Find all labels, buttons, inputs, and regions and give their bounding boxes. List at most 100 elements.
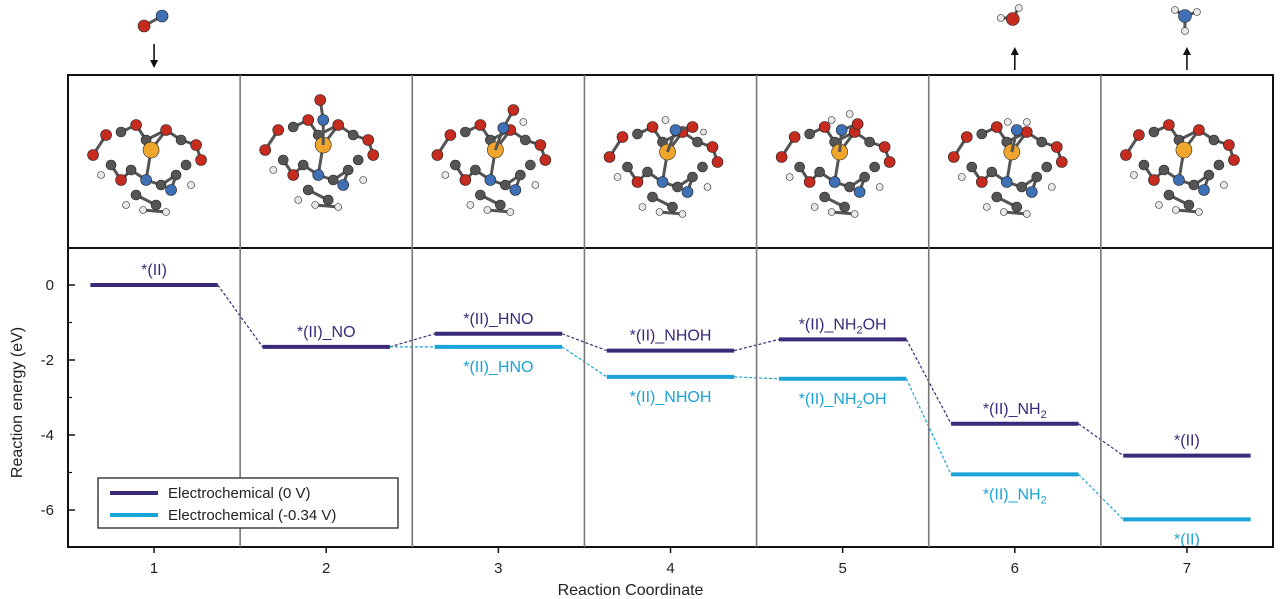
connector xyxy=(217,284,264,348)
bond xyxy=(1003,210,1027,216)
atom xyxy=(642,166,653,178)
x-tick-label: 2 xyxy=(322,560,330,577)
atom xyxy=(259,144,272,156)
atom xyxy=(272,124,285,136)
x-axis-title: Reaction Coordinate xyxy=(558,582,704,599)
atom xyxy=(470,164,481,176)
atom xyxy=(1158,164,1170,176)
atom xyxy=(667,201,678,213)
atom xyxy=(500,179,511,191)
atom xyxy=(647,191,658,203)
bond xyxy=(142,208,167,214)
atom xyxy=(804,128,815,140)
x-tick-label: 1 xyxy=(150,560,158,577)
atom xyxy=(130,119,142,131)
energy-label: *(II)_NO xyxy=(297,324,356,341)
atom xyxy=(100,129,112,141)
series-1: *(II)_HNO *(II)_NHOH *(II)_NH2OH *(II)_NH2 *… xyxy=(389,344,1251,548)
atom xyxy=(1223,139,1235,151)
atom xyxy=(1047,183,1056,191)
atom xyxy=(1193,8,1201,16)
atom xyxy=(160,124,172,136)
atom xyxy=(367,149,380,161)
catalyst-nh2-structure-icon xyxy=(947,118,1068,218)
atom xyxy=(703,183,712,191)
atom xyxy=(864,136,875,148)
atom xyxy=(497,122,510,134)
atom xyxy=(531,181,540,189)
atom xyxy=(706,141,719,153)
atom xyxy=(515,169,526,181)
atom xyxy=(1014,4,1023,12)
y-tick-label: -6 xyxy=(41,502,54,519)
atom xyxy=(474,119,487,131)
atom xyxy=(692,136,703,148)
atom xyxy=(1163,119,1175,131)
atom xyxy=(450,159,461,171)
atom xyxy=(322,194,334,206)
atom xyxy=(775,151,788,163)
series-0: *(II) *(II)_NO *(II)_HNO *(II)_NHOH *(II)_NH… xyxy=(90,262,1251,458)
atom xyxy=(507,104,520,116)
atom xyxy=(484,174,497,186)
atom xyxy=(859,171,870,183)
energy-label: *(II)_NH2OH xyxy=(799,391,887,411)
atom xyxy=(788,131,801,143)
atom xyxy=(125,164,137,176)
atom xyxy=(845,110,854,118)
y-axis-title: Reaction energy (eV) xyxy=(9,327,26,478)
atom xyxy=(277,154,289,166)
atom xyxy=(87,149,99,161)
atom xyxy=(130,189,142,201)
x-tick-label: 7 xyxy=(1183,560,1191,577)
structure-panel xyxy=(87,94,1240,218)
atom xyxy=(982,203,991,211)
energy-label: *(II)_NH2OH xyxy=(799,316,887,336)
atom xyxy=(638,203,647,211)
atom xyxy=(1138,159,1150,171)
legend-label: Electrochemical (-0.34 V) xyxy=(168,507,336,524)
atom xyxy=(475,189,486,201)
energy-label: *(II) xyxy=(1174,531,1200,548)
atom xyxy=(1172,206,1180,214)
atom xyxy=(150,199,162,211)
atom xyxy=(669,124,682,136)
arrow-up-icon xyxy=(1182,47,1191,70)
atom xyxy=(294,196,303,204)
atom xyxy=(827,116,836,124)
atom xyxy=(1171,6,1179,14)
connector xyxy=(734,338,780,352)
atom xyxy=(332,119,345,131)
atom xyxy=(534,139,547,151)
atom xyxy=(1175,141,1193,159)
atom xyxy=(1041,161,1053,173)
atom xyxy=(1148,126,1160,138)
atom xyxy=(444,129,457,141)
atom xyxy=(1181,27,1189,35)
arrow-down-icon xyxy=(150,44,159,68)
atom xyxy=(139,206,147,214)
atom xyxy=(122,201,130,209)
top-molecules xyxy=(137,4,1201,70)
atom xyxy=(115,126,127,138)
atom xyxy=(459,174,472,186)
atom xyxy=(785,173,794,181)
atom xyxy=(975,176,988,188)
atom xyxy=(347,129,359,141)
atom xyxy=(687,171,698,183)
legend: Electrochemical (0 V) Electrochemical (-0… xyxy=(97,477,399,529)
atom xyxy=(827,208,836,216)
atom xyxy=(539,154,552,166)
atom xyxy=(850,210,859,218)
atom xyxy=(302,184,314,196)
atom xyxy=(990,121,1003,133)
atom xyxy=(828,176,841,188)
atom xyxy=(269,166,278,174)
atom xyxy=(844,181,855,193)
energy-label: *(II)_NH2 xyxy=(983,486,1047,506)
atom xyxy=(1195,208,1203,216)
energy-label: *(II) xyxy=(141,262,167,279)
atom xyxy=(302,114,315,126)
atom xyxy=(686,121,699,133)
legend-box xyxy=(97,477,399,529)
